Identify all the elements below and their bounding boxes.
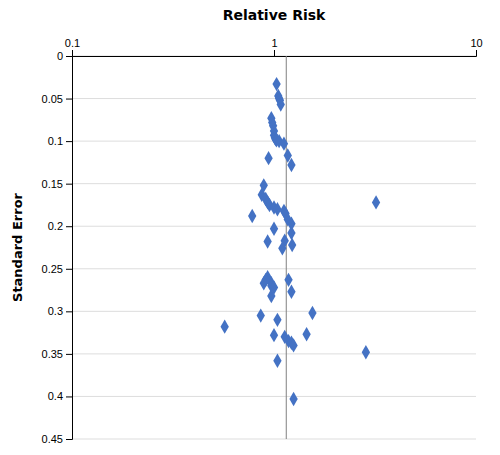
tick-mark [66, 141, 72, 142]
tick-label: 0.25 [42, 263, 63, 275]
point [221, 319, 229, 333]
x-axis: 0.1 1 10 [65, 37, 483, 57]
point [273, 313, 281, 327]
axis-line [66, 57, 73, 440]
grid-line [72, 98, 476, 99]
point [277, 97, 285, 111]
tick-mark [274, 50, 275, 56]
axis-line [73, 50, 477, 57]
tick-label: 10 [470, 37, 482, 49]
point [270, 328, 278, 342]
point [287, 158, 295, 172]
tick: 0.1 [48, 135, 72, 147]
tick-label: 1 [271, 37, 277, 49]
tick-label: 0.35 [42, 348, 63, 360]
tick: 0.1 [65, 37, 80, 56]
tick-mark [476, 50, 477, 56]
point [372, 195, 380, 209]
tick-label: 0.05 [42, 93, 63, 105]
point [273, 353, 281, 367]
tick: 0.2 [48, 220, 72, 232]
point [272, 77, 280, 91]
point [308, 306, 316, 320]
point [288, 238, 296, 252]
grid-line [72, 353, 476, 354]
point [287, 285, 295, 299]
tick: 0.25 [42, 263, 72, 275]
grid-line [72, 396, 476, 397]
tick: 0 [57, 50, 72, 62]
tick-mark [66, 56, 72, 57]
points [221, 77, 381, 406]
tick-mark [66, 354, 72, 355]
point [289, 338, 297, 352]
point [263, 234, 271, 248]
point [267, 289, 275, 303]
tick-label: 0 [57, 50, 63, 62]
point [362, 345, 370, 359]
tick-mark [72, 50, 73, 56]
point [260, 276, 268, 290]
point [280, 136, 288, 150]
tick: 0.15 [42, 178, 72, 190]
tick-mark [66, 226, 72, 227]
point [270, 222, 278, 236]
point [248, 209, 256, 223]
tick-label: 0.45 [42, 433, 63, 445]
y-grid [72, 56, 476, 439]
tick-label: 0.15 [42, 178, 63, 190]
tick-label: 0.1 [48, 135, 63, 147]
tick: 10 [470, 37, 482, 56]
point [289, 392, 297, 406]
marks [221, 56, 381, 439]
grid-line [72, 268, 476, 269]
point [287, 226, 295, 240]
tick-label: 0.1 [65, 37, 80, 49]
tick: 0.05 [42, 93, 72, 105]
tick-mark [66, 439, 72, 440]
grid-line [72, 439, 476, 440]
point [278, 241, 286, 255]
tick-mark [66, 184, 72, 185]
tick-label: 0.4 [48, 390, 63, 402]
tick: 0.35 [42, 348, 72, 360]
chart: 0.1 1 10 0 0.05 0.1 0.15 0.2 0.25 0.3 0.35 0.4 0.45 R… [0, 0, 500, 455]
tick-mark [66, 396, 72, 397]
tick: 0.4 [48, 390, 72, 402]
point [257, 308, 265, 322]
tick-mark [66, 311, 72, 312]
title: Relative Risk [223, 7, 326, 23]
point [302, 327, 310, 341]
grid-line [72, 183, 476, 184]
point [273, 202, 281, 216]
point [264, 151, 272, 165]
tick-label: 0.3 [48, 305, 63, 317]
plot: 0.1 1 10 0 0.05 0.1 0.15 0.2 0.25 0.3 0.35 0.4 0.45 [42, 37, 483, 445]
y-axis-title: Standard Error [10, 192, 25, 302]
grid-line [72, 311, 476, 312]
tick: 1 [271, 37, 277, 56]
tick: 0.3 [48, 305, 72, 317]
tick: 0.45 [42, 433, 72, 445]
tick-mark [66, 269, 72, 270]
y-axis: 0 0.05 0.1 0.15 0.2 0.25 0.3 0.35 0.4 0.45 [42, 50, 73, 445]
tick-label: 0.2 [48, 220, 63, 232]
tick-mark [66, 99, 72, 100]
